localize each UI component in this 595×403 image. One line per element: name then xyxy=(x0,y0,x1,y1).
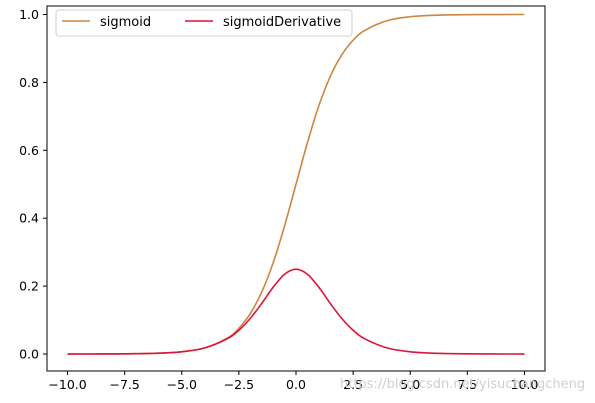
x-tick-label: 10.0 xyxy=(511,377,539,392)
legend: sigmoid sigmoidDerivative xyxy=(55,9,353,37)
legend-box xyxy=(55,9,353,37)
plot-layer xyxy=(67,13,525,355)
series-line-sigmoidDerivative xyxy=(67,268,525,355)
x-tick-label: −10.0 xyxy=(48,377,86,392)
x-tick-label: −2.5 xyxy=(224,377,254,392)
axes-frame xyxy=(46,5,546,372)
x-tick-label: 0.0 xyxy=(286,377,306,392)
watermark-text: https://blog.csdn.net/yisuchangcheng xyxy=(340,377,585,392)
x-tick-label: −7.5 xyxy=(109,377,139,392)
y-tick-label: 0.2 xyxy=(19,279,39,294)
x-tick-label: 2.5 xyxy=(343,377,363,392)
series-line-sigmoid xyxy=(67,13,525,355)
legend-label-sigmoidDerivative: sigmoidDerivative xyxy=(223,15,341,30)
y-tick-label: 0.8 xyxy=(19,75,39,90)
legend-label-sigmoid: sigmoid xyxy=(100,15,151,30)
x-tick-label: 5.0 xyxy=(400,377,420,392)
y-tick-label: 0.0 xyxy=(19,347,39,362)
x-tick-label: 7.5 xyxy=(457,377,477,392)
y-tick-label: 0.6 xyxy=(19,143,39,158)
y-tick-label: 1.0 xyxy=(19,7,39,22)
y-tick-label: 0.4 xyxy=(19,211,39,226)
x-tick-label: −5.0 xyxy=(167,377,197,392)
ticks-layer: −10.0 −7.5 −5.0 −2.5 0.0 2.5 5.0 7.5 10.0 0.0 0.2 0… xyxy=(19,7,538,392)
